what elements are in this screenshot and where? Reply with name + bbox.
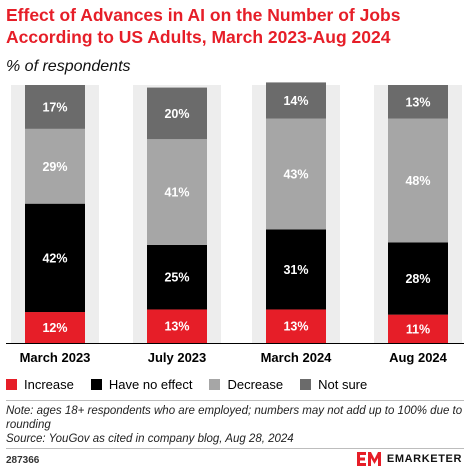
- emarketer-logo-icon: [356, 452, 381, 466]
- bar-segment-not-sure: [25, 85, 85, 129]
- chart-legend: Increase Have no effect Decrease Not sur…: [6, 374, 384, 394]
- legend-item-increase: Increase: [6, 377, 74, 392]
- data-label: 25%: [164, 271, 189, 285]
- data-label: 17%: [42, 100, 67, 114]
- data-label: 41%: [164, 186, 189, 200]
- data-label: 31%: [283, 263, 308, 277]
- legend-label-decrease: Decrease: [227, 376, 284, 392]
- notes-divider: [6, 400, 464, 401]
- legend-swatch-decrease: [209, 378, 221, 390]
- chart-id: 287366: [6, 455, 40, 466]
- footer-divider: [6, 448, 464, 449]
- bar-segment-not-sure: [266, 82, 326, 119]
- stacked-bar-chart: 12% 42% 29% 17% March 2023 13% 25% 41% 20% July 2…: [6, 82, 464, 365]
- source-text: Source: YouGov as cited in company blog,…: [6, 433, 294, 445]
- x-tick-label: March 2024: [261, 350, 333, 365]
- legend-item-not-sure: Not sure: [300, 377, 367, 392]
- chart-subtitle: % of respondents: [6, 58, 131, 75]
- data-label: 11%: [406, 322, 430, 336]
- note-text: Note: ages 18+ respondents who are emplo…: [6, 405, 463, 431]
- bar-segment-decrease: [147, 139, 207, 245]
- chart-title: Effect of Advances in AI on the Number o…: [6, 5, 401, 47]
- legend-swatch-not-sure: [300, 378, 312, 390]
- data-label: 20%: [164, 107, 189, 121]
- bar-segment-increase: [147, 309, 207, 343]
- x-tick-label: Aug 2024: [389, 350, 448, 365]
- bar-segment-have-no-effect: [147, 244, 207, 310]
- x-tick-label: March 2023: [20, 350, 91, 365]
- legend-item-decrease: Decrease: [209, 377, 283, 392]
- legend-item-no-effect: Have no effect: [90, 376, 193, 392]
- data-label: 13%: [164, 320, 189, 334]
- x-tick-label: July 2023: [148, 350, 207, 365]
- legend-swatch-increase: [6, 378, 17, 390]
- legend-label-not-sure: Not sure: [318, 376, 368, 392]
- bar-segment-have-no-effect: [388, 242, 448, 315]
- data-label: 12%: [42, 321, 67, 335]
- bar-segment-increase: [266, 309, 326, 343]
- data-label: 42%: [42, 251, 67, 265]
- bar-segment-not-sure: [388, 85, 448, 119]
- bar-segment-have-no-effect: [25, 203, 85, 313]
- bar-segment-decrease: [25, 128, 85, 204]
- data-label: 14%: [283, 94, 308, 108]
- data-label: 13%: [283, 320, 308, 334]
- bar-segment-increase: [25, 312, 85, 343]
- legend-label-no-effect: Have no effect: [108, 376, 193, 392]
- bar-segment-not-sure: [147, 87, 207, 140]
- data-label: 29%: [42, 160, 67, 174]
- bar-segment-increase: [388, 314, 448, 343]
- brand-name: EMARKETER: [386, 453, 462, 465]
- data-label: 13%: [405, 95, 430, 109]
- data-label: 48%: [405, 174, 430, 188]
- data-label: 43%: [283, 168, 308, 182]
- bar-segment-decrease: [388, 118, 448, 243]
- data-label: 28%: [405, 272, 430, 286]
- bar-segment-decrease: [266, 118, 326, 230]
- bar-segment-have-no-effect: [266, 229, 326, 310]
- legend-swatch-no-effect: [90, 378, 102, 390]
- legend-label-increase: Increase: [24, 376, 74, 392]
- chart-notes: Note: ages 18+ respondents who are emplo…: [6, 404, 464, 446]
- brand-logo: EMARKETER: [356, 451, 462, 467]
